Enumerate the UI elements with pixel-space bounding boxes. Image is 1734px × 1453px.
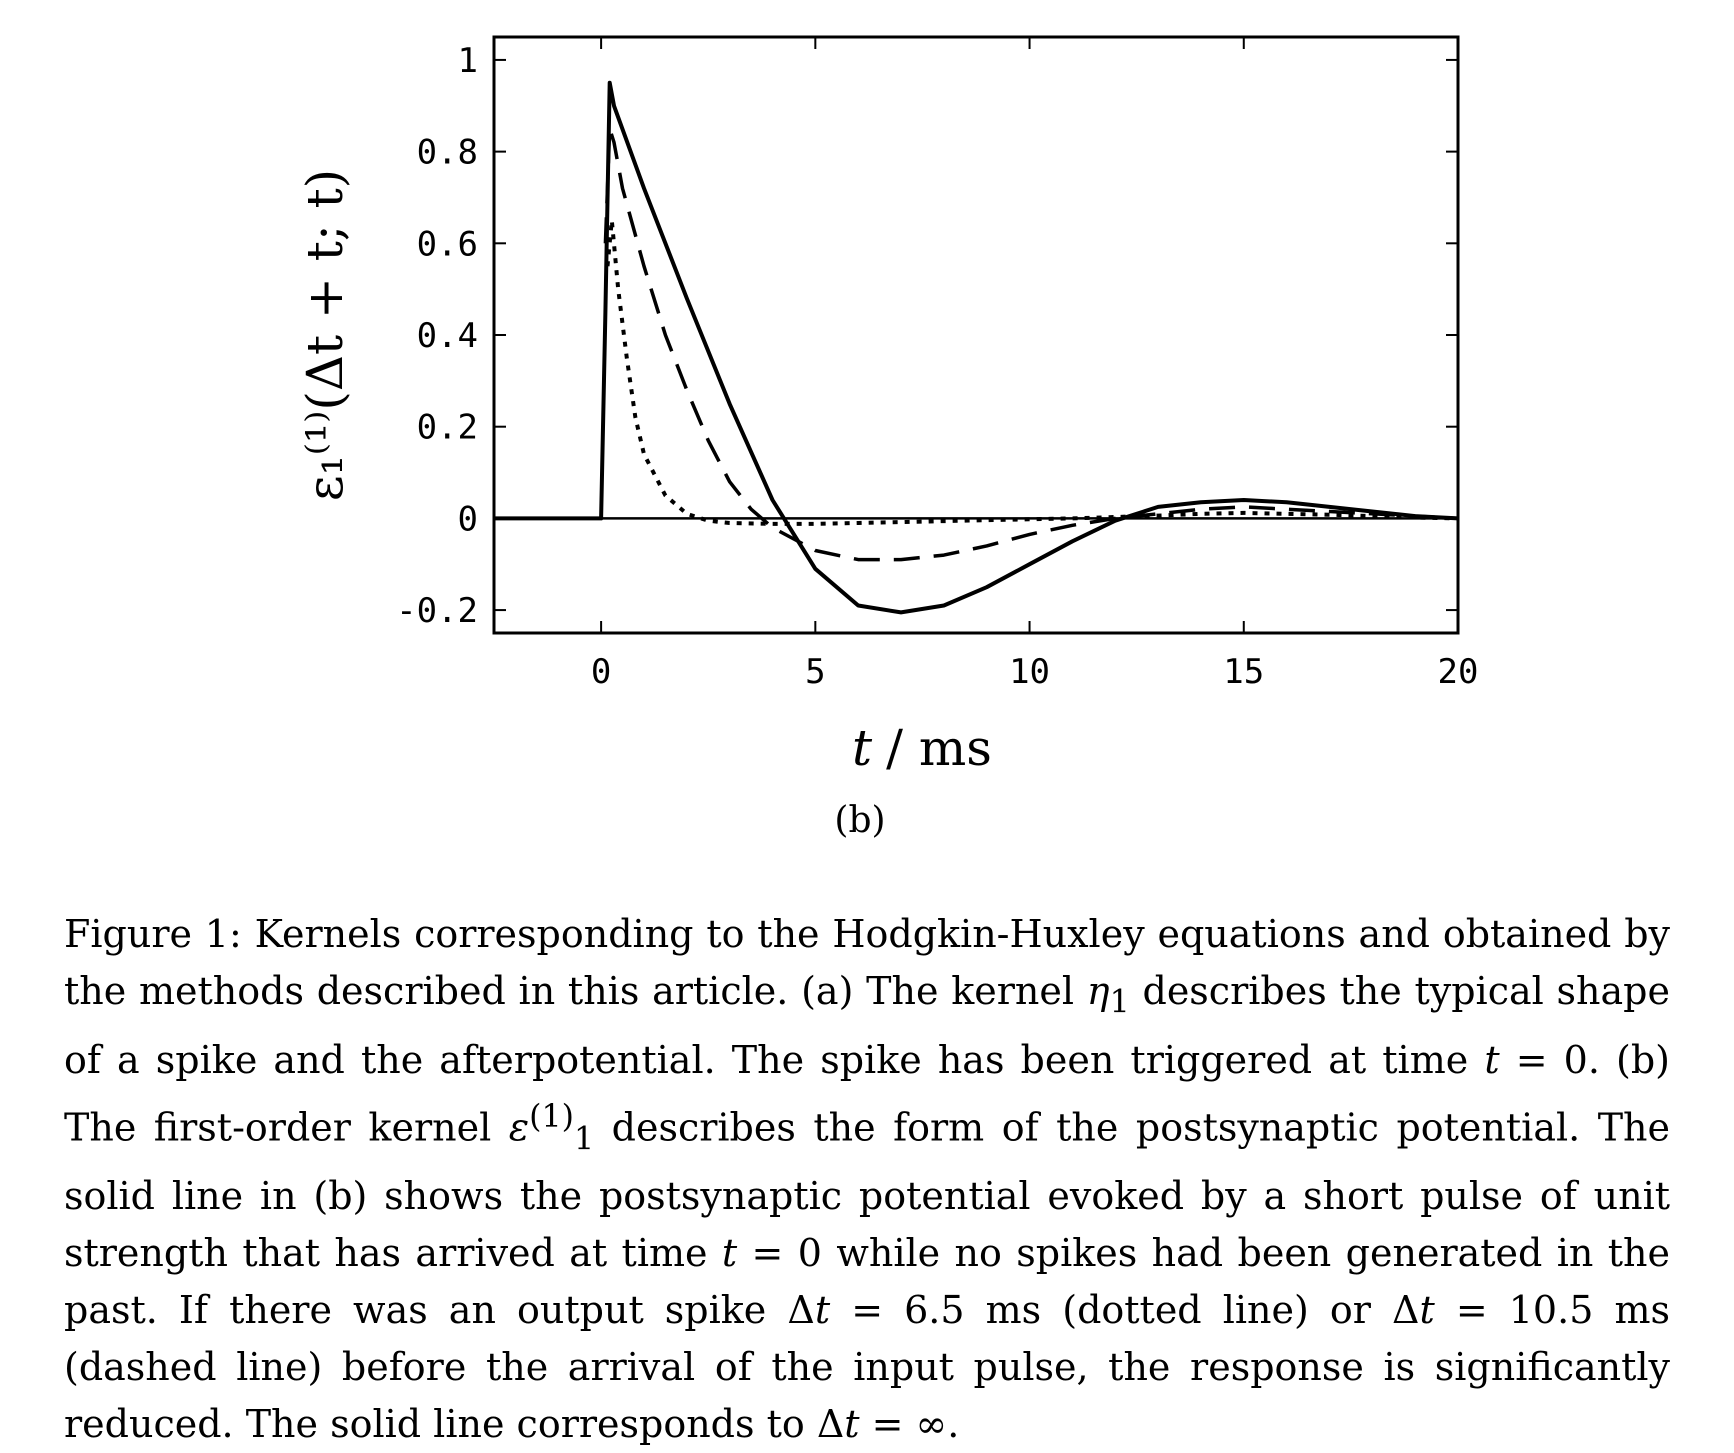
chart: 0 5 10 15 20 -0.2 0 0.2 0.4 0.6 0.8 1 ε₁⁽¹⁾(Δt + t;…	[296, 35, 1478, 777]
x-tick-label: 10	[1009, 652, 1050, 692]
x-tick-label: 20	[1438, 652, 1479, 692]
x-axis-unit: / ms	[886, 719, 992, 777]
series-line-dashed	[603, 126, 1459, 562]
y-tick-label: 0.6	[417, 224, 478, 264]
series-line-solid	[494, 80, 1459, 615]
x-tick-label: 0	[591, 652, 611, 692]
x-axis-variable: t	[852, 719, 873, 777]
ticks-layer: 0 5 10 15 20 -0.2 0 0.2 0.4 0.6 0.8 1	[396, 37, 1478, 692]
y-tick-label: 1	[458, 41, 478, 81]
series-layer	[494, 80, 1459, 615]
figure-panel-b: 0 5 10 15 20 -0.2 0 0.2 0.4 0.6 0.8 1 ε₁⁽¹⁾(Δt + t;…	[296, 35, 1478, 841]
y-tick-label: 0	[458, 499, 478, 539]
caption-figure-label: Figure 1:	[64, 912, 242, 956]
series-line-dotted	[605, 218, 1459, 526]
y-tick-label: 0.4	[417, 316, 478, 356]
y-tick-label: 0.2	[417, 408, 478, 448]
y-tick-label: 0.8	[417, 133, 478, 173]
x-axis-label: t / ms	[852, 719, 992, 777]
figure-caption: Figure 1: Kernels corresponding to the H…	[64, 912, 1671, 1446]
y-tick-label: -0.2	[396, 591, 478, 631]
panel-label: (b)	[834, 800, 886, 841]
plot-frame	[492, 35, 1460, 635]
x-tick-label: 15	[1223, 652, 1264, 692]
x-tick-label: 5	[805, 652, 825, 692]
y-axis-label: ε₁⁽¹⁾(Δt + t; t)	[296, 169, 354, 501]
